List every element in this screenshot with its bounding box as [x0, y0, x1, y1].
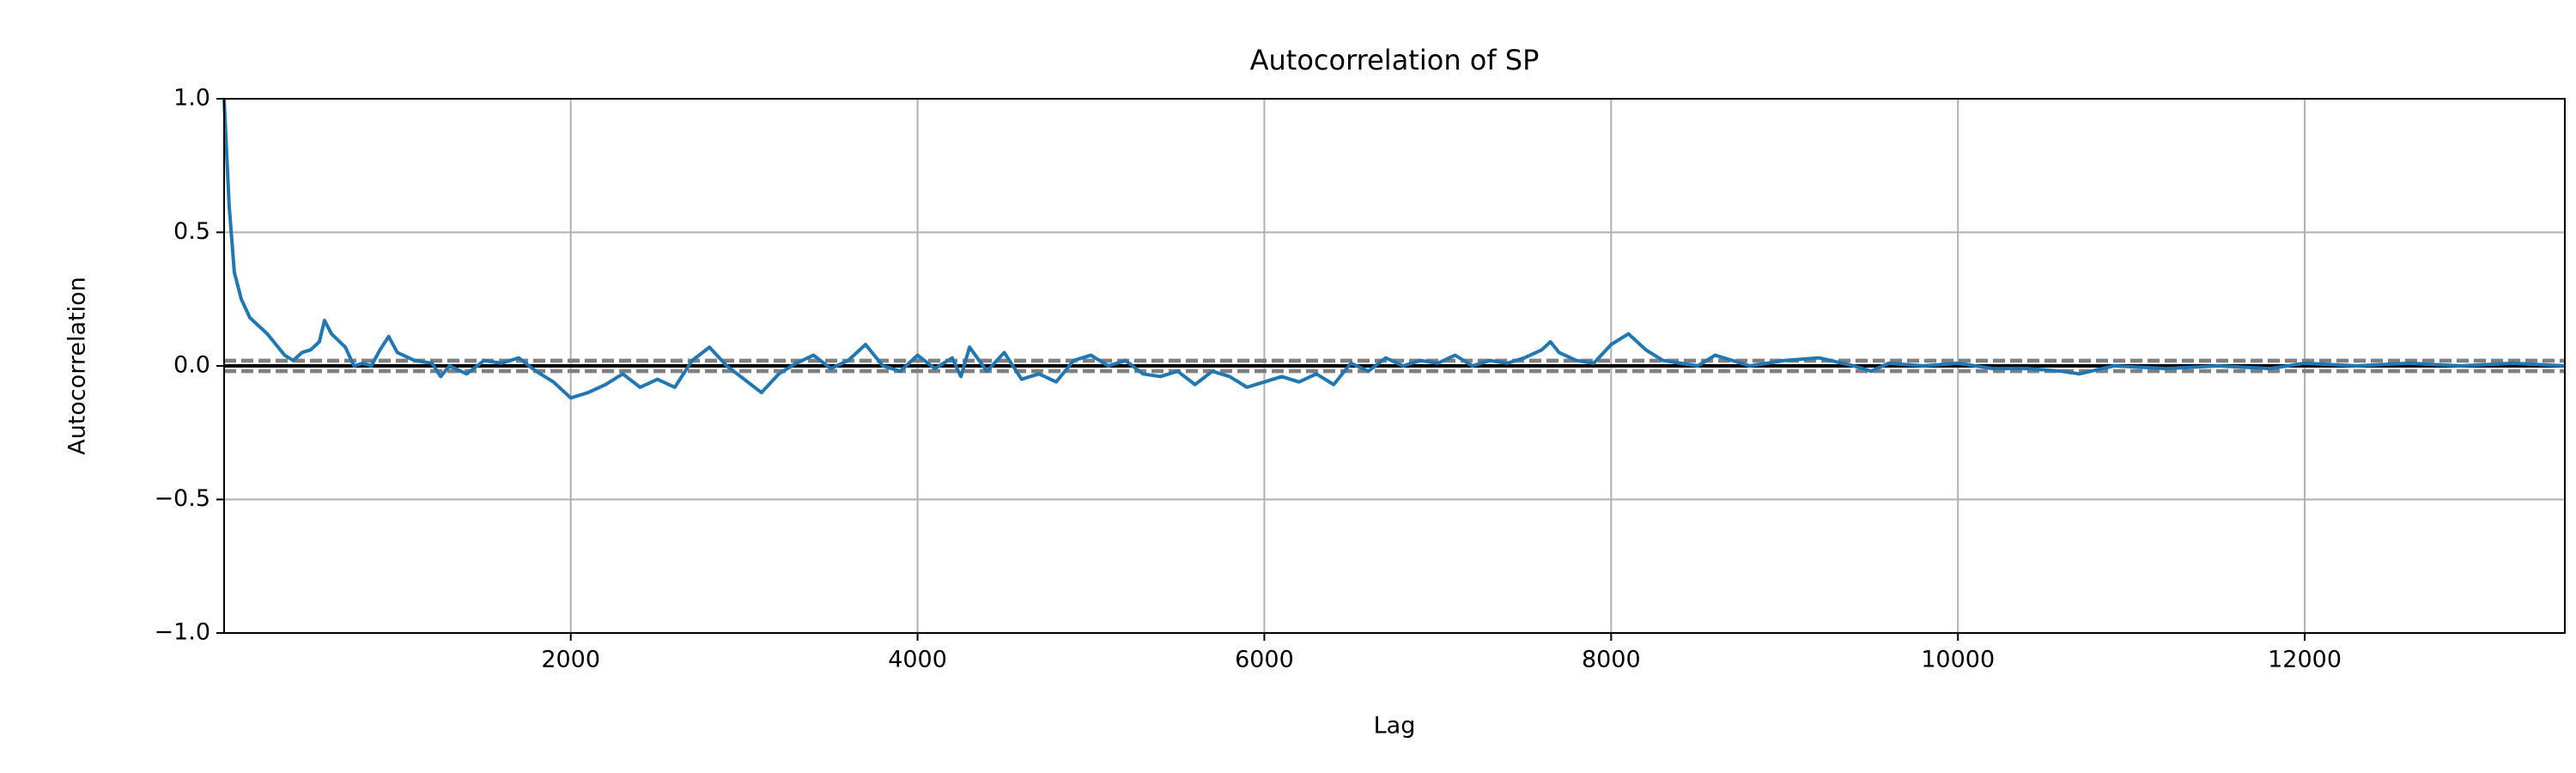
x-tick-label: 8000 — [1582, 647, 1641, 673]
plot-frame — [223, 98, 2566, 634]
x-tick-label: 2000 — [541, 647, 600, 673]
x-tick-label: 10000 — [1921, 647, 1995, 673]
x-tick-label: 12000 — [2268, 647, 2342, 673]
y-tick-label: 0.5 — [173, 218, 210, 245]
x-tick-label: 4000 — [888, 647, 947, 673]
x-tick-label: 6000 — [1235, 647, 1294, 673]
y-axis-label: Autocorrelation — [64, 277, 91, 455]
y-tick-label: 0.0 — [173, 352, 210, 379]
x-axis-label: Lag — [1374, 713, 1416, 740]
data-line — [222, 98, 2566, 400]
chart-title: Autocorrelation of SP — [1250, 44, 1540, 76]
y-tick-label: 1.0 — [173, 85, 210, 112]
y-tick-label: −0.5 — [154, 485, 210, 512]
y-tick-label: −1.0 — [154, 619, 210, 646]
